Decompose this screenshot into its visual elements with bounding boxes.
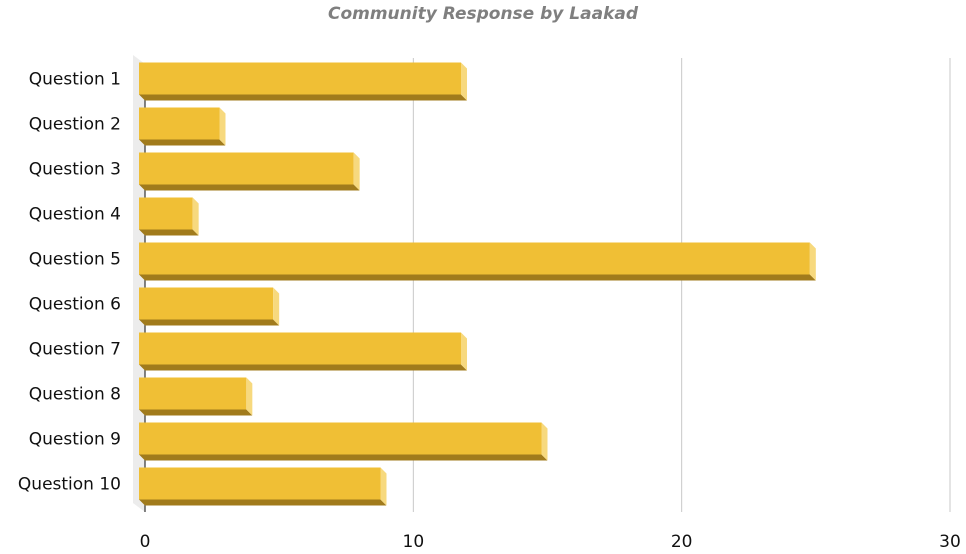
category-label: Question 5 bbox=[29, 250, 121, 270]
x-tick-label: 20 bbox=[671, 532, 693, 552]
x-tick-label: 10 bbox=[403, 532, 425, 552]
chart-title: Community Response by Laakad bbox=[328, 4, 639, 24]
category-label: Question 2 bbox=[29, 115, 121, 135]
category-label: Question 3 bbox=[29, 160, 121, 180]
bar bbox=[139, 62, 467, 101]
bar bbox=[139, 377, 253, 416]
x-tick-label: 30 bbox=[939, 532, 961, 552]
bar bbox=[139, 152, 360, 191]
category-label: Question 7 bbox=[29, 340, 121, 360]
category-label: Question 4 bbox=[29, 205, 121, 225]
bar bbox=[139, 332, 467, 371]
bar bbox=[139, 197, 199, 236]
category-label: Question 10 bbox=[18, 475, 121, 495]
bar bbox=[139, 467, 387, 506]
x-tick-label: 0 bbox=[140, 532, 151, 552]
bar bbox=[139, 287, 280, 326]
bars bbox=[139, 62, 816, 506]
bar bbox=[139, 242, 816, 281]
category-label: Question 9 bbox=[29, 430, 121, 450]
bar bbox=[139, 422, 548, 461]
category-label: Question 8 bbox=[29, 385, 121, 405]
bar bbox=[139, 107, 226, 146]
category-labels: Question 1 Question 2 Question 3 Question 4… bbox=[18, 70, 121, 495]
x-tick-labels: 0 10 20 30 bbox=[140, 532, 961, 552]
category-label: Question 1 bbox=[29, 70, 121, 90]
category-label: Question 6 bbox=[29, 295, 121, 315]
